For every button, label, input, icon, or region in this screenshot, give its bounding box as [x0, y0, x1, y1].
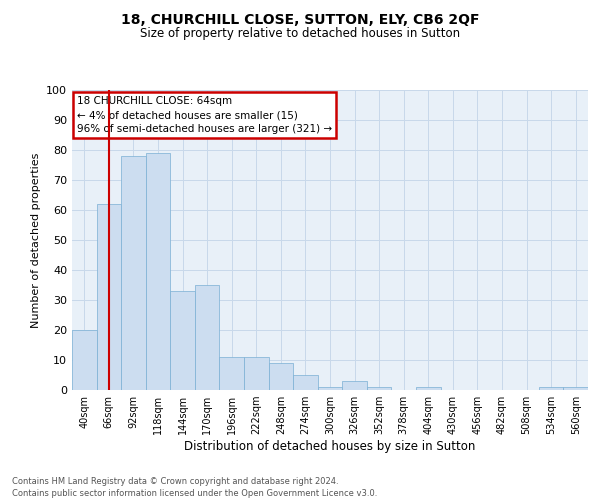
- X-axis label: Distribution of detached houses by size in Sutton: Distribution of detached houses by size …: [184, 440, 476, 453]
- Bar: [244, 357, 269, 390]
- Text: 18, CHURCHILL CLOSE, SUTTON, ELY, CB6 2QF: 18, CHURCHILL CLOSE, SUTTON, ELY, CB6 2Q…: [121, 12, 479, 26]
- Bar: [195, 285, 220, 390]
- Bar: [342, 381, 367, 390]
- Bar: [416, 387, 440, 390]
- Bar: [293, 375, 318, 390]
- Bar: [220, 357, 244, 390]
- Bar: [97, 204, 121, 390]
- Text: Contains HM Land Registry data © Crown copyright and database right 2024.
Contai: Contains HM Land Registry data © Crown c…: [12, 476, 377, 498]
- Bar: [121, 156, 146, 390]
- Bar: [170, 291, 195, 390]
- Text: 18 CHURCHILL CLOSE: 64sqm
← 4% of detached houses are smaller (15)
96% of semi-d: 18 CHURCHILL CLOSE: 64sqm ← 4% of detach…: [77, 96, 332, 134]
- Text: Size of property relative to detached houses in Sutton: Size of property relative to detached ho…: [140, 28, 460, 40]
- Bar: [146, 153, 170, 390]
- Bar: [563, 387, 588, 390]
- Bar: [539, 387, 563, 390]
- Bar: [318, 387, 342, 390]
- Bar: [72, 330, 97, 390]
- Bar: [367, 387, 391, 390]
- Bar: [269, 363, 293, 390]
- Y-axis label: Number of detached properties: Number of detached properties: [31, 152, 41, 328]
